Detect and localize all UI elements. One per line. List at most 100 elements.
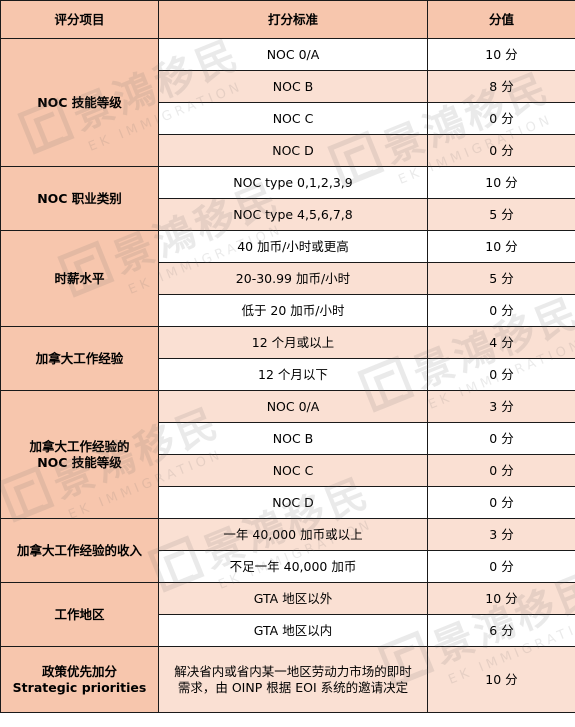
criterion-cell: NOC C <box>158 102 428 135</box>
category-label: NOC 职业类别 <box>37 190 122 206</box>
header-row: 评分项目 打分标准 分值 <box>0 0 575 39</box>
criterion-text: 需求，由 OINP 根据 EOI 系统的邀请决定 <box>177 679 409 695</box>
criterion-cell: GTA 地区以内 <box>158 614 428 647</box>
criterion-text: 低于 20 加币/小时 <box>241 302 345 318</box>
criterion-cell: 解决省内或省内某一地区劳动力市场的即时 需求，由 OINP 根据 EOI 系统的邀… <box>158 646 428 713</box>
criterion-cell: NOC type 0,1,2,3,9 <box>158 166 428 199</box>
table-row: 不足一年 40,000 加币 0 分 <box>1 550 575 583</box>
criterion-text: NOC type 4,5,6,7,8 <box>233 206 353 222</box>
table-row: NOC D 0 分 <box>1 134 575 167</box>
table-row: NOC 职业类别 NOC type 0,1,2,3,9 10 分 <box>0 166 575 231</box>
score-cell: 10 分 <box>427 38 575 71</box>
score-cell: 3 分 <box>427 390 575 423</box>
table-row: 工作地区 GTA 地区以外 10 分 <box>0 582 575 647</box>
table-row: NOC B 0 分 <box>1 422 575 455</box>
category-label: Strategic priorities <box>12 679 147 695</box>
table-row: 政策优先加分 Strategic priorities 解决省内或省内某一地区劳动力… <box>0 646 575 713</box>
criterion-text: NOC D <box>272 494 314 510</box>
header-score: 分值 <box>427 0 575 39</box>
score-cell: 10 分 <box>427 230 575 263</box>
category-cell: 时薪水平 <box>0 230 159 327</box>
score-cell: 0 分 <box>427 486 575 519</box>
category-label: 加拿大工作经验 <box>35 350 124 366</box>
criterion-text: NOC 0/A <box>266 398 320 414</box>
criterion-cell: NOC D <box>158 134 428 167</box>
criterion-text: GTA 地区以外 <box>253 590 333 606</box>
criterion-text: 一年 40,000 加币或以上 <box>223 526 363 542</box>
table-row: 加拿大工作经验的收入 一年 40,000 加币或以上 3 分 <box>0 518 575 583</box>
category-cell: NOC 技能等级 <box>0 38 159 167</box>
score-cell: 10 分 <box>427 646 575 713</box>
score-cell: 0 分 <box>427 550 575 583</box>
score-cell: 6 分 <box>427 614 575 647</box>
table-row: 加拿大工作经验 12 个月或以上 4 分 <box>0 326 575 391</box>
score-cell: 0 分 <box>427 454 575 487</box>
table-row: 低于 20 加币/小时 0 分 <box>1 294 575 327</box>
table-row: 加拿大工作经验的 NOC 技能等级 NOC 0/A 3 分 <box>0 390 575 519</box>
criterion-cell: 20-30.99 加币/小时 <box>158 262 428 295</box>
category-cell: 工作地区 <box>0 582 159 647</box>
category-label: 政策优先加分 <box>41 663 117 679</box>
header-item: 评分项目 <box>0 0 159 39</box>
criterion-cell: 一年 40,000 加币或以上 <box>158 518 428 551</box>
criterion-cell: NOC 0/A <box>158 38 428 71</box>
category-label: 加拿大工作经验的 <box>29 438 130 454</box>
score-cell: 10 分 <box>427 582 575 615</box>
category-cell: 加拿大工作经验的 NOC 技能等级 <box>0 390 159 519</box>
criterion-text: 12 个月或以上 <box>251 334 335 350</box>
criterion-cell: NOC B <box>158 70 428 103</box>
criterion-cell: GTA 地区以外 <box>158 582 428 615</box>
score-cell: 5 分 <box>427 262 575 295</box>
criterion-cell: 12 个月以下 <box>158 358 428 391</box>
criterion-text: NOC 0/A <box>266 46 320 62</box>
score-cell: 4 分 <box>427 326 575 359</box>
criterion-cell: NOC type 4,5,6,7,8 <box>158 198 428 231</box>
score-cell: 3 分 <box>427 518 575 551</box>
criterion-cell: NOC C <box>158 454 428 487</box>
category-cell: 加拿大工作经验 <box>0 326 159 391</box>
score-cell: 0 分 <box>427 102 575 135</box>
criterion-text: 20-30.99 加币/小时 <box>235 270 351 286</box>
criterion-text: NOC B <box>272 78 314 94</box>
criterion-text: 解决省内或省内某一地区劳动力市场的即时 <box>174 663 412 679</box>
criterion-cell: 12 个月或以上 <box>158 326 428 359</box>
criterion-text: 40 加币/小时或更高 <box>237 238 349 254</box>
table-row: GTA 地区以内 6 分 <box>1 614 575 647</box>
criterion-cell: 低于 20 加币/小时 <box>158 294 428 327</box>
category-cell: NOC 职业类别 <box>0 166 159 231</box>
criterion-cell: NOC D <box>158 486 428 519</box>
header-criterion: 打分标准 <box>158 0 428 39</box>
criterion-text: NOC C <box>272 110 314 126</box>
criterion-text: 不足一年 40,000 加币 <box>229 558 357 574</box>
score-cell: 0 分 <box>427 134 575 167</box>
score-cell: 10 分 <box>427 166 575 199</box>
criterion-text: NOC C <box>272 462 314 478</box>
table-row: NOC 技能等级 NOC 0/A 10 分 <box>0 38 575 167</box>
category-label: 工作地区 <box>54 606 105 622</box>
table-row: 12 个月以下 0 分 <box>1 358 575 391</box>
table-row: NOC type 4,5,6,7,8 5 分 <box>1 198 575 231</box>
category-label: 时薪水平 <box>54 270 105 286</box>
category-label: 加拿大工作经验的收入 <box>16 542 142 558</box>
criterion-text: NOC B <box>272 430 314 446</box>
criterion-text: NOC type 0,1,2,3,9 <box>233 174 353 190</box>
criterion-text: 12 个月以下 <box>258 366 328 382</box>
score-cell: 8 分 <box>427 70 575 103</box>
category-label: NOC 技能等级 <box>37 454 122 470</box>
score-cell: 0 分 <box>427 422 575 455</box>
table-row: NOC D 0 分 <box>1 486 575 519</box>
table-row: 时薪水平 40 加币/小时或更高 10 分 <box>0 230 575 327</box>
criterion-text: GTA 地区以内 <box>253 622 333 638</box>
criterion-text: NOC D <box>272 142 314 158</box>
table-row: 20-30.99 加币/小时 5 分 <box>1 262 575 295</box>
category-label: NOC 技能等级 <box>37 94 122 110</box>
criterion-cell: 不足一年 40,000 加币 <box>158 550 428 583</box>
category-cell: 政策优先加分 Strategic priorities <box>0 646 159 713</box>
score-cell: 0 分 <box>427 294 575 327</box>
criterion-cell: NOC B <box>158 422 428 455</box>
criterion-cell: NOC 0/A <box>158 390 428 423</box>
score-cell: 5 分 <box>427 198 575 231</box>
category-cell: 加拿大工作经验的收入 <box>0 518 159 583</box>
criterion-cell: 40 加币/小时或更高 <box>158 230 428 263</box>
